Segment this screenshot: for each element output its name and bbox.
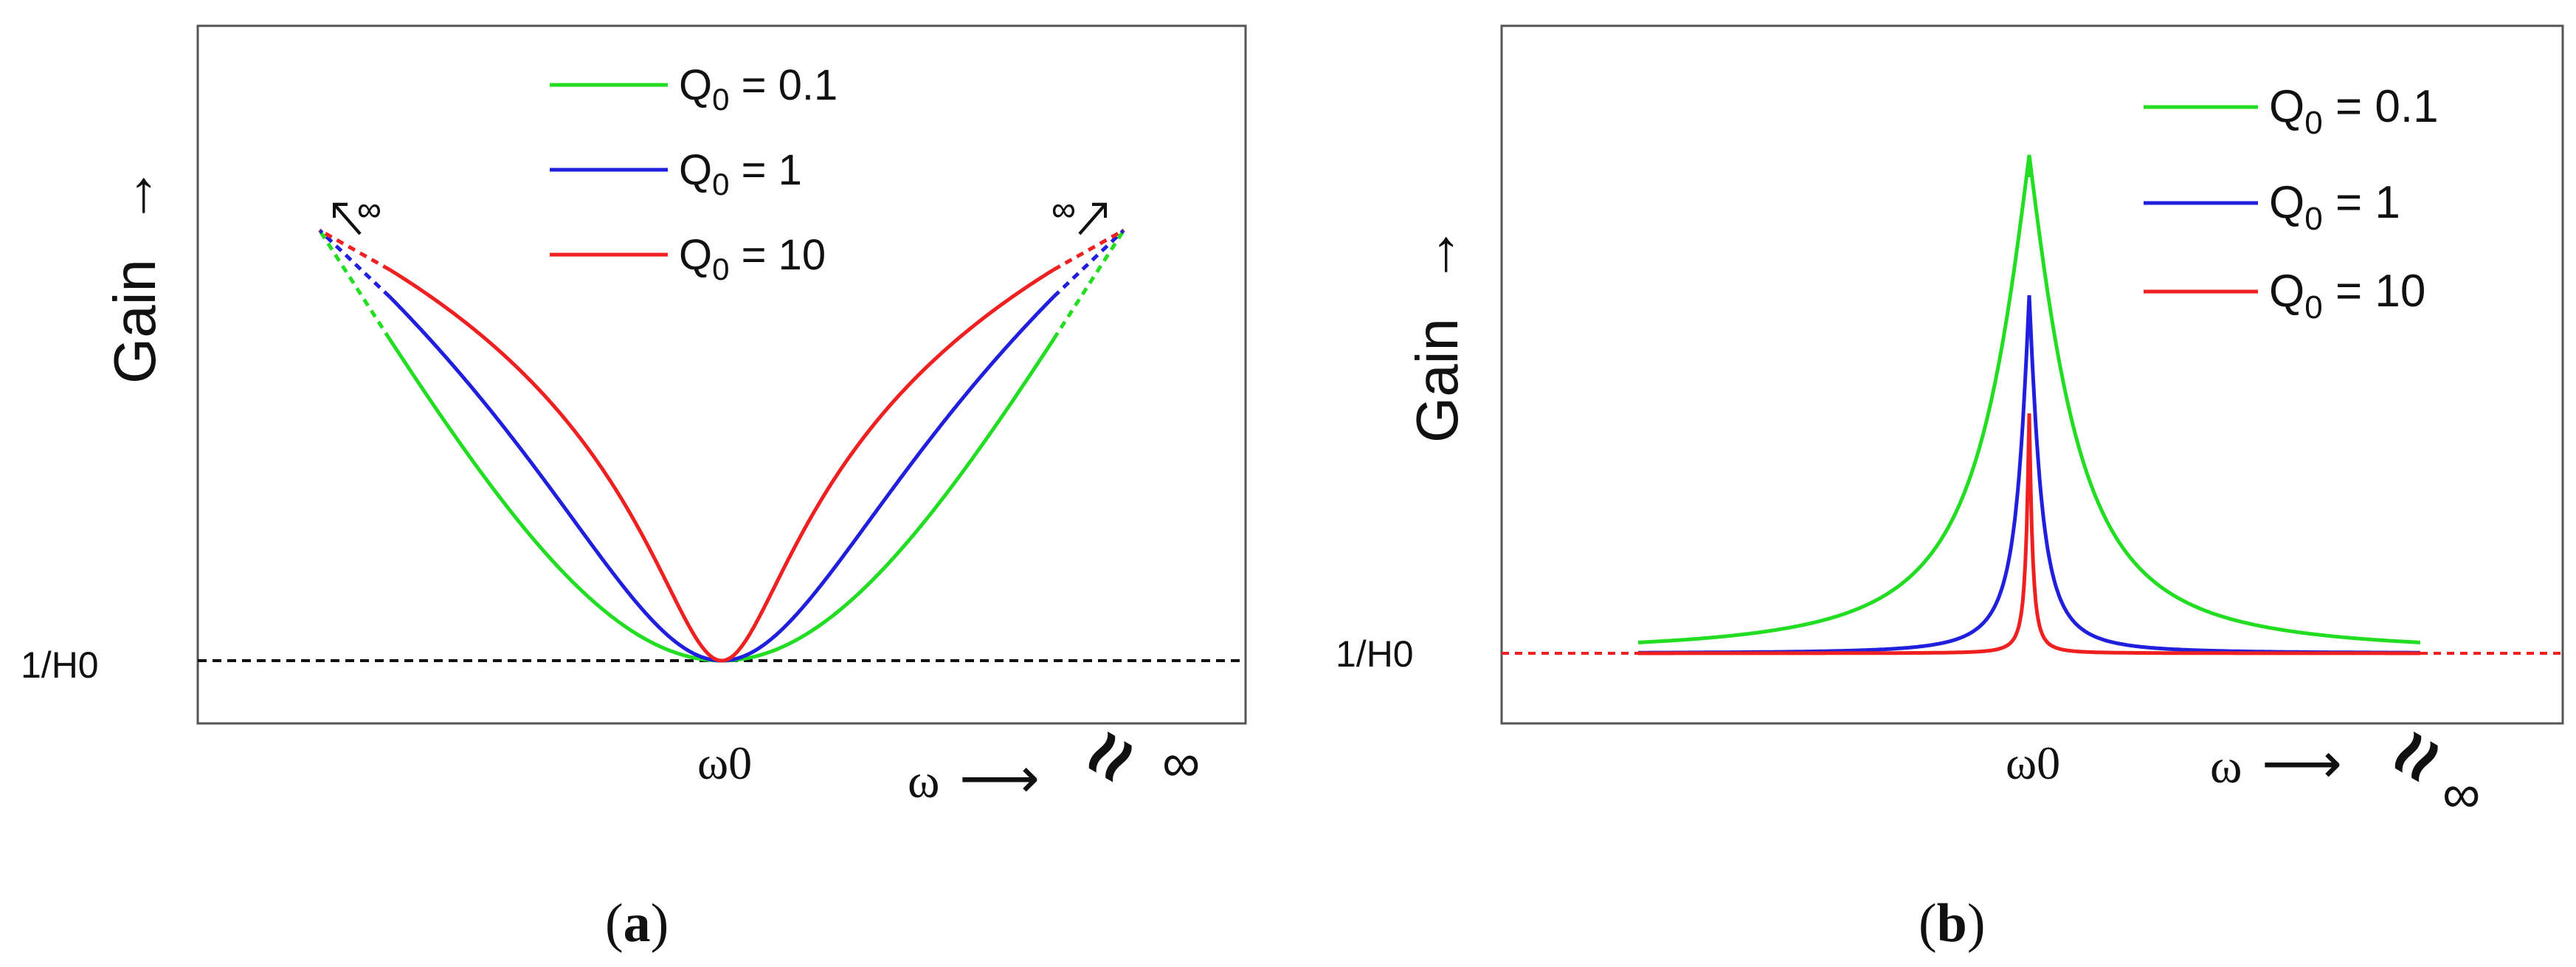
panel-a-chart: ∞ ∞∞ ∞∞ ∞ Q0 = 0.1 Q0 = 1 Q0 = 10 Gain → 1/… xyxy=(21,24,1247,954)
panel-a-arrow-head-2-right xyxy=(1092,202,1107,218)
panel-b-ylabel: Gain xyxy=(1404,318,1470,443)
panel-a-series-2-solid-right xyxy=(721,268,1055,663)
panel-a-infinity-symbol-2-right: ∞ xyxy=(1052,190,1076,228)
panel-a-legend-label-1: Q0 = 1 xyxy=(679,146,802,202)
panel-b-baseline-label: 1/H0 xyxy=(1336,633,1414,675)
panel-b-legend-label-0: Q0 = 0.1 xyxy=(2269,81,2439,141)
panel-b-legend-entry-2: Q0 = 10 xyxy=(2144,266,2425,326)
panel-a-series-0-dashed-left xyxy=(317,229,392,340)
panel-b-y-axis-label: Gain → xyxy=(1403,225,1470,443)
panel-b-series-2-curve xyxy=(1638,413,2420,655)
panel-a-series-1-dashed-right xyxy=(1052,229,1125,298)
panel-b-series-0-curve xyxy=(1637,154,2421,644)
panel-a-infinity-symbol-1-right: ∞ xyxy=(1052,190,1076,228)
panel-a-infinity-symbol-1-left: ∞ xyxy=(357,190,381,228)
panel-b-legend-label-2: Q0 = 10 xyxy=(2269,266,2425,326)
panel-a-legend-label-0: Q0 = 0.1 xyxy=(679,61,838,117)
panel-a-axis-break: ≈ xyxy=(1059,715,1160,799)
panel-a-series-2-dashed-left xyxy=(318,228,391,272)
panel-a-series-2-solid-left xyxy=(388,268,722,663)
panel-a-curves xyxy=(317,228,1126,663)
panel-b-xlabel-arrow: ⟶ xyxy=(2262,732,2342,795)
panel-b-legend-entry-1: Q0 = 1 xyxy=(2144,177,2400,237)
panel-a-baseline-label: 1/H0 xyxy=(21,644,99,686)
panel-b-center-tick: ω0 xyxy=(2006,737,2060,789)
panel-b-panel-label: (b) xyxy=(1919,893,1985,954)
panel-a-xlabel-arrow: ⟶ xyxy=(959,747,1040,810)
panel-a-series-1-solid-left xyxy=(388,295,722,663)
panel-a-xlabel: ω xyxy=(908,754,939,808)
panel-a-infinity-arrow-2-left: ∞ xyxy=(333,190,381,235)
panel-a-legend-label-2: Q0 = 10 xyxy=(679,231,826,286)
panel-b-plot-frame xyxy=(1500,24,2564,725)
panel-a-legend-entry-0: Q0 = 0.1 xyxy=(550,61,838,117)
panel-a-y-axis-label: Gain → xyxy=(100,166,168,384)
panel-a-series-1-dashed-left xyxy=(318,229,391,298)
panel-a-legend: Q0 = 0.1 Q0 = 1 Q0 = 10 xyxy=(550,61,838,286)
panel-a-infinity-arrows: ∞ ∞∞ ∞∞ ∞ xyxy=(333,190,1107,235)
panel-a-plot-frame xyxy=(196,24,1247,725)
panel-a-ylabel: Gain xyxy=(102,259,168,384)
panel-a-panel-label: (a) xyxy=(605,893,669,954)
panel-a-legend-entry-2: Q0 = 10 xyxy=(550,231,826,286)
panel-a-arrow-head-2-left xyxy=(333,202,348,218)
panel-a-infinity-symbol-0-right: ∞ xyxy=(1052,190,1076,228)
panel-a-series-0-solid-left xyxy=(387,337,722,663)
panel-b-legend: Q0 = 0.1 Q0 = 1 Q0 = 10 xyxy=(2144,81,2439,326)
panel-a-series-0-solid-right xyxy=(722,338,1056,663)
panel-a-legend-entry-1: Q0 = 1 xyxy=(550,146,802,202)
panel-b-curves xyxy=(1502,154,2563,655)
panel-a-arrow-shaft-2-right xyxy=(1078,203,1107,235)
panel-b-xlabel: ω xyxy=(2210,740,2242,794)
panel-a-center-tick: ω0 xyxy=(697,737,752,789)
panel-a-series-0-dashed-right xyxy=(1052,229,1126,340)
panel-a-infinity-arrow-2-right: ∞ xyxy=(1052,190,1107,235)
panel-b-legend-label-1: Q0 = 1 xyxy=(2269,177,2400,237)
panel-a-infinity-symbol-2-left: ∞ xyxy=(357,190,381,228)
panel-b-legend-entry-0: Q0 = 0.1 xyxy=(2144,81,2439,141)
panel-a-series-2-dashed-right xyxy=(1052,228,1125,272)
panel-b-x-infinity-label: ∞ xyxy=(2442,765,2480,824)
panel-a-series-1-solid-right xyxy=(722,295,1055,663)
panel-a-x-infinity-label: ∞ xyxy=(1162,734,1200,793)
panel-a-ylabel-arrow: → xyxy=(100,166,166,225)
panel-b-chart: Q0 = 0.1 Q0 = 1 Q0 = 10 Gain → 1/H0 ω0 ω… xyxy=(1336,24,2564,954)
panel-a-arrow-shaft-2-left xyxy=(333,203,362,235)
panel-a-infinity-symbol-0-left: ∞ xyxy=(357,190,381,228)
panel-b-ylabel-arrow: → xyxy=(1403,225,1468,284)
